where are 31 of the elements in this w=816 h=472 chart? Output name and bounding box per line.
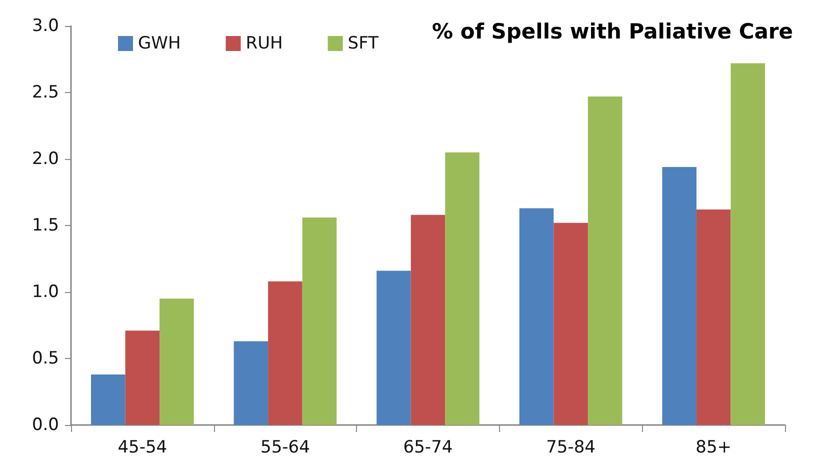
y-tick-label: 2.5	[32, 82, 59, 102]
bar	[588, 96, 622, 425]
legend-label: GWH	[138, 34, 181, 54]
x-tick-label: 65-74	[403, 438, 453, 458]
bar	[90, 374, 126, 425]
y-tick-label: 3.0	[32, 16, 59, 36]
legend-label: SFT	[348, 34, 380, 54]
y-tick-label: 0.5	[32, 348, 59, 368]
x-tick-label: 55-64	[260, 438, 310, 458]
y-tick-label: 1.5	[32, 216, 59, 236]
x-tick-label: 45-54	[118, 438, 168, 458]
y-tick-label: 1.0	[32, 282, 59, 302]
y-tick-label: 0.0	[32, 415, 59, 435]
chart-title: % of Spells with Paliative Care	[432, 20, 794, 44]
bar	[730, 63, 766, 425]
bar	[160, 298, 194, 425]
x-tick-label: 75-84	[546, 438, 596, 458]
bar	[445, 152, 480, 425]
x-tick-label: 85+	[696, 438, 732, 458]
bar	[234, 341, 268, 425]
bar	[302, 218, 337, 425]
bar	[268, 281, 302, 425]
bar	[554, 222, 588, 425]
legend-label: RUH	[246, 34, 283, 54]
bar	[519, 208, 554, 425]
bar	[662, 166, 696, 425]
bar	[410, 214, 446, 425]
bar	[125, 330, 160, 425]
bar	[376, 270, 411, 425]
bar	[696, 210, 731, 425]
y-tick-label: 2.0	[32, 149, 59, 169]
